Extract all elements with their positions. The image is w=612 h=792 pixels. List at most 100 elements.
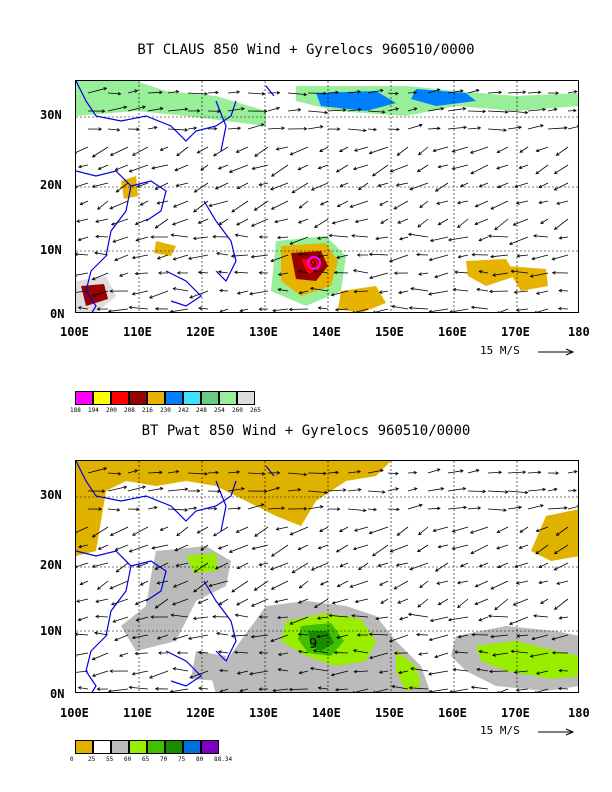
wind-arrow-head: [151, 546, 156, 550]
wind-arrow-head: [193, 208, 197, 213]
wind-arrow-head: [291, 569, 296, 574]
wind-arrow-head: [477, 126, 482, 130]
panel2-map[interactable]: 9: [75, 460, 579, 693]
wind-arrow: [409, 687, 429, 690]
wind-arrow-head: [508, 621, 513, 626]
wind-arrow-head: [356, 633, 361, 637]
wind-arrow-head: [172, 584, 177, 588]
wind-arrow-head: [116, 508, 121, 512]
wind-arrow-head: [398, 616, 403, 621]
wind-arrow-head: [316, 236, 321, 240]
wind-arrow-head: [153, 125, 158, 130]
wind-arrow: [278, 272, 289, 276]
wind-arrow: [447, 90, 464, 94]
wind-arrow-head: [276, 235, 281, 240]
wind-arrow: [249, 290, 269, 295]
wind-arrow: [554, 218, 569, 230]
wind-arrow-head: [551, 257, 556, 261]
wind-arrow-head: [336, 507, 341, 511]
wind-arrow: [219, 688, 229, 692]
wind-arrow-head: [454, 650, 458, 654]
wind-arrow: [160, 526, 169, 531]
wind-arrow: [374, 308, 389, 312]
wind-arrow-head: [396, 127, 400, 132]
wind-arrow: [247, 92, 265, 95]
wind-arrow-head: [487, 614, 492, 618]
wind-arrow: [267, 107, 280, 112]
wind-arrow-head: [434, 568, 439, 572]
wind-arrow: [417, 598, 429, 608]
wind-arrow: [527, 488, 546, 492]
wind-arrow-head: [193, 126, 198, 130]
wind-arrow-head: [451, 529, 456, 533]
wind-arrow-head: [320, 202, 324, 206]
wind-arrow: [457, 218, 469, 228]
wind-arrow: [270, 254, 289, 262]
panel2-lon-100e: 100E: [60, 706, 89, 720]
wind-arrow-head: [336, 583, 341, 588]
wind-arrow: [92, 272, 109, 280]
wind-arrow-head: [413, 470, 418, 475]
wind-arrow-head: [236, 90, 241, 94]
wind-arrow-head: [172, 204, 177, 208]
wind-arrow: [476, 668, 489, 672]
wind-arrow-head: [128, 305, 133, 310]
wind-arrow: [247, 472, 265, 475]
wind-arrow: [567, 91, 577, 94]
panel2-colorbar-swatch: [165, 740, 183, 754]
wind-arrow: [193, 236, 209, 240]
wind-arrow: [399, 616, 409, 620]
wind-arrow-head: [275, 147, 280, 151]
wind-arrow-head: [271, 553, 275, 557]
wind-arrow: [487, 508, 507, 511]
wind-arrow: [487, 91, 502, 94]
wind-arrow-head: [320, 582, 324, 586]
wind-arrow: [132, 290, 149, 295]
wind-arrow: [372, 164, 389, 177]
wind-arrow: [489, 670, 509, 672]
wind-arrow: [536, 670, 549, 675]
wind-arrow-head: [298, 585, 303, 589]
wind-arrow-head: [77, 306, 82, 310]
wind-arrow-head: [540, 220, 544, 224]
wind-arrow: [494, 218, 509, 230]
wind-arrow-head: [375, 236, 379, 241]
wind-arrow: [171, 234, 189, 238]
wind-arrow-head: [91, 154, 96, 158]
wind-arrow: [167, 91, 179, 94]
wind-arrow-head: [335, 470, 340, 475]
wind-arrow: [475, 580, 489, 588]
wind-arrow: [467, 469, 480, 474]
wind-arrow-head: [398, 236, 403, 241]
wind-arrow-head: [264, 489, 268, 494]
wind-arrow-head: [437, 221, 442, 226]
wind-arrow-head: [410, 667, 414, 671]
wind-arrow: [198, 271, 209, 274]
panel2-colorbar-label: 60: [124, 756, 132, 763]
wind-arrow: [355, 598, 369, 603]
panel2-storm-marker[interactable]: 9: [309, 637, 317, 652]
wind-arrow: [358, 562, 369, 571]
wind-arrow: [132, 634, 149, 639]
wind-arrow: [155, 562, 169, 570]
wind-arrow-head: [470, 685, 475, 690]
panel2-scale-label: 15 M/S: [480, 724, 520, 737]
wind-arrow: [310, 287, 329, 292]
panel1-map[interactable]: 9: [75, 80, 579, 313]
wind-arrow: [454, 271, 469, 274]
wind-arrow: [490, 580, 509, 590]
wind-arrow-head: [297, 632, 302, 637]
wind-arrow-head: [408, 306, 413, 310]
wind-arrow: [369, 253, 389, 256]
wind-arrow-head: [474, 204, 479, 208]
panel2-title: BT Pwat 850 Wind + Gyrelocs 960510/0000: [141, 423, 471, 439]
wind-arrow-head: [488, 669, 493, 674]
wind-arrow-head: [415, 252, 420, 257]
wind-arrow-head: [139, 202, 144, 206]
wind-arrow-head: [253, 587, 258, 591]
wind-arrow-head: [555, 471, 560, 475]
panel1-colorbar-label: 260: [232, 407, 243, 414]
panel1-storm-marker[interactable]: 9: [307, 256, 321, 270]
wind-arrow-head: [457, 604, 461, 609]
wind-arrow-head: [176, 152, 180, 157]
